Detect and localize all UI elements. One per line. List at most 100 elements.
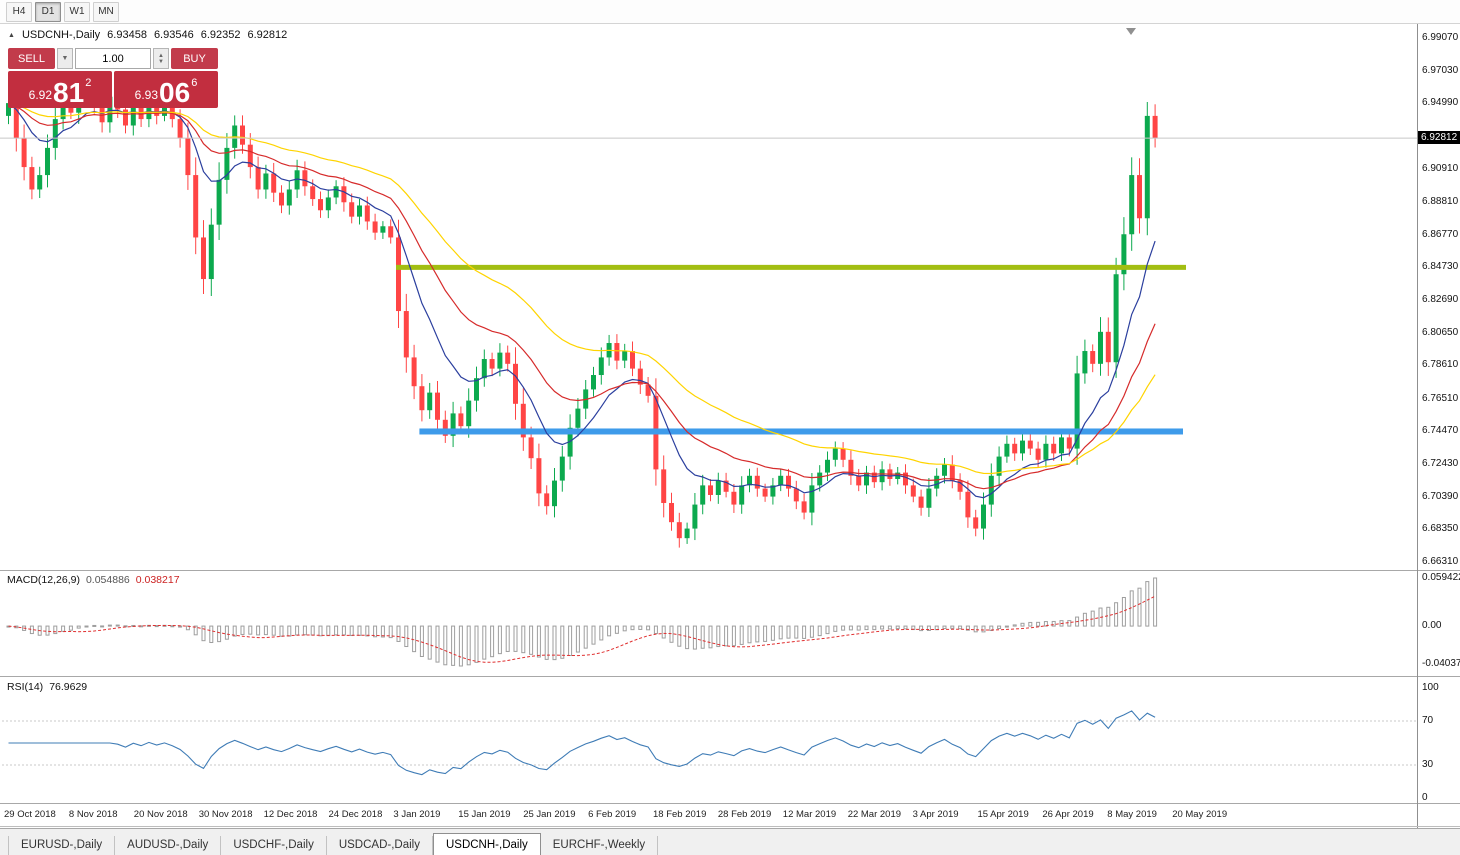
candle-body (926, 488, 932, 508)
tab-eurchf-weekly[interactable]: EURCHF-,Weekly (541, 836, 659, 855)
date-axis-label: 24 Dec 2018 (328, 809, 383, 820)
sell-button[interactable]: SELL (8, 48, 55, 69)
support-trendline[interactable] (419, 428, 1183, 435)
macd-bar (731, 625, 736, 647)
candle-body (988, 475, 994, 505)
macd-bar (209, 625, 214, 644)
candle-body (318, 199, 323, 211)
macd-bar (451, 625, 456, 666)
macd-bar (544, 625, 549, 660)
macd-bar (778, 625, 783, 640)
macd-bar (45, 625, 50, 636)
candle-body (559, 456, 565, 481)
tab-audusd-daily[interactable]: AUDUSD-,Daily (115, 836, 222, 855)
ask-price-box[interactable]: 6.93 06 6 (114, 71, 218, 108)
panel-separators (0, 24, 1460, 828)
macd-bar (92, 624, 97, 627)
bid-price-box[interactable]: 6.92 81 2 (8, 71, 112, 108)
candle-body (271, 173, 277, 193)
chevron-down-icon: ▼ (61, 54, 69, 62)
timeframe-button-h4[interactable]: H4 (6, 1, 32, 22)
macd-bar (193, 625, 198, 636)
candle-body (864, 472, 869, 486)
macd-bar (458, 625, 463, 667)
macd-bar (841, 625, 846, 631)
macd-bar (178, 625, 183, 628)
candle-body (411, 357, 417, 387)
rsi-value: 76.9629 (49, 681, 88, 693)
macd-bar (887, 625, 892, 630)
tab-usdcad-daily[interactable]: USDCAD-,Daily (327, 836, 433, 855)
candle-body (848, 459, 854, 476)
ask-price-pip: 6 (191, 77, 198, 89)
candle-body (700, 485, 706, 505)
macd-name: MACD(12,26,9) (7, 574, 80, 586)
candle-body (871, 472, 877, 483)
macd-bar (739, 625, 744, 645)
volume-stepper[interactable]: ▲ ▼ (153, 48, 169, 69)
candle-body (942, 464, 947, 476)
timeframe-button-d1[interactable]: D1 (35, 1, 61, 22)
candle-body (364, 205, 370, 222)
macd-bar (794, 625, 799, 639)
tab-usdchf-daily[interactable]: USDCHF-,Daily (221, 836, 327, 855)
price-axis-label: 6.74470 (1422, 425, 1459, 437)
macd-bar (326, 625, 331, 637)
candle-body (778, 475, 784, 486)
candle-body (1012, 443, 1018, 454)
macd-bar (763, 625, 768, 642)
volume-input[interactable] (75, 48, 151, 69)
macd-bar (817, 625, 822, 637)
candle-body (185, 138, 191, 176)
candle-body (1043, 443, 1049, 460)
macd-bar (716, 625, 721, 648)
macd-bar (373, 625, 378, 638)
macd-bar (513, 625, 518, 652)
macd-bar (591, 625, 596, 645)
timeframe-button-mn[interactable]: MN (93, 1, 119, 22)
macd-bar (965, 625, 970, 631)
bid-price-main: 81 (53, 77, 85, 109)
candle-body (708, 485, 713, 495)
macd-bar (1114, 602, 1119, 627)
resistance-trendline[interactable] (396, 264, 1186, 270)
candle-body (450, 413, 456, 436)
macd-bar (84, 625, 89, 628)
macd-bar (365, 625, 370, 637)
candle-body (208, 224, 214, 280)
ohlc-open: 6.93458 (107, 29, 147, 41)
price-axis-label: 6.76510 (1422, 392, 1459, 404)
volume-dropdown-button[interactable]: ▼ (57, 48, 73, 69)
macd-value-signal: 0.038217 (135, 574, 180, 586)
candle-body (177, 119, 183, 139)
buy-button[interactable]: BUY (171, 48, 218, 69)
tab-eurusd-daily[interactable]: EURUSD-,Daily (8, 836, 116, 855)
rsi-name: RSI(14) (7, 681, 44, 693)
macd-header: MACD(12,26,9) 0.054886 0.038217 (7, 574, 180, 586)
macd-bar (1051, 620, 1056, 627)
candle-body (1121, 234, 1127, 275)
macd-bar (919, 625, 924, 632)
candle-body (497, 352, 503, 369)
scroll-to-end-marker[interactable] (1126, 28, 1136, 35)
candle-body (1035, 448, 1041, 460)
price-axis-label: 6.66310 (1422, 556, 1459, 567)
candle-body (910, 485, 916, 497)
macd-bar (1012, 624, 1017, 627)
candle-body (29, 167, 35, 190)
tab-usdcnh-daily[interactable]: USDCNH-,Daily (432, 833, 541, 855)
date-axis-label: 20 Nov 2018 (133, 809, 188, 820)
timeframe-button-w1[interactable]: W1 (64, 1, 90, 22)
current-price-tag: 6.92812 (1418, 131, 1460, 145)
macd-bar (802, 625, 807, 639)
price-axis-label: 6.99070 (1422, 32, 1459, 43)
macd-bar (848, 625, 853, 631)
spin-down-icon: ▼ (158, 58, 164, 65)
candle-body (52, 119, 58, 148)
macd-bar (53, 625, 58, 635)
candle-body (770, 485, 776, 497)
candle-body (286, 189, 292, 206)
candle-body (715, 480, 721, 495)
macd-bar (552, 625, 557, 661)
